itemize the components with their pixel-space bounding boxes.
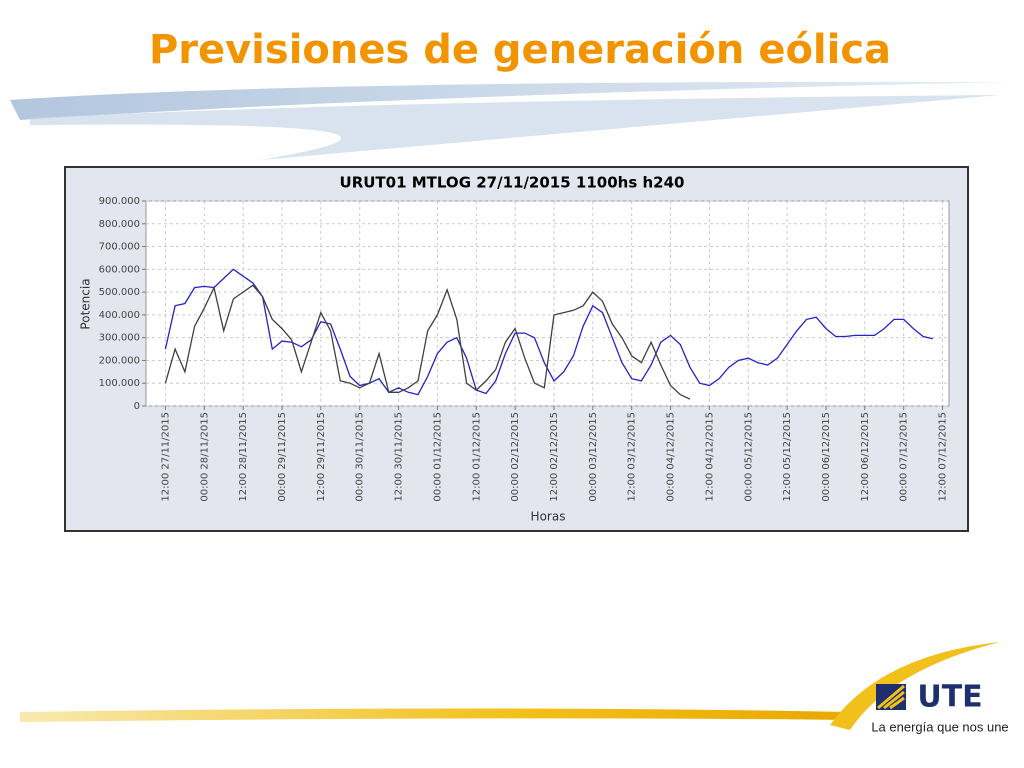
logo-brand: UTE — [917, 680, 982, 715]
x-tick-label: 00:00 04/12/2015 — [666, 412, 677, 502]
x-axis-label: Horas — [531, 510, 566, 524]
x-tick-label: 12:00 07/12/2015 — [938, 412, 949, 502]
x-tick-label: 12:00 02/12/2015 — [549, 412, 560, 502]
y-tick-label: 500.000 — [99, 287, 140, 298]
x-tick-label: 00:00 29/11/2015 — [277, 412, 288, 502]
x-tick-label: 12:00 27/11/2015 — [160, 412, 171, 502]
x-tick-label: 12:00 28/11/2015 — [238, 412, 249, 502]
x-tick-label: 00:00 28/11/2015 — [199, 412, 210, 502]
x-tick-label: 12:00 29/11/2015 — [316, 412, 327, 502]
x-tick-label: 00:00 05/12/2015 — [743, 412, 754, 502]
y-tick-label: 900.000 — [99, 196, 140, 207]
y-tick-label: 200.000 — [99, 355, 140, 366]
plot-area — [145, 200, 950, 407]
chart-marks: 0 100.000 200.000 300.000 400.000 500.000 600.… — [99, 196, 949, 502]
series-line — [164, 284, 691, 400]
x-tick-label: 12:00 05/12/2015 — [782, 412, 793, 502]
y-tick-label: 800.000 — [99, 219, 140, 230]
series-line — [164, 268, 933, 396]
y-axis-label: Potencia — [79, 278, 93, 329]
y-tick-label: 300.000 — [99, 333, 140, 344]
y-tick-label: 700.000 — [99, 242, 140, 253]
x-tick-label: 00:00 01/12/2015 — [432, 412, 443, 502]
x-tick-label: 12:00 03/12/2015 — [627, 412, 638, 502]
x-tick-label: 12:00 04/12/2015 — [704, 412, 715, 502]
x-tick-label: 12:00 01/12/2015 — [471, 412, 482, 502]
logo-tagline: La energía que nos une — [871, 719, 1008, 734]
y-tick-label: 100.000 — [99, 378, 140, 389]
x-tick-label: 00:00 07/12/2015 — [899, 412, 910, 502]
y-tick-label: 600.000 — [99, 264, 140, 275]
y-tick-label: 0 — [134, 401, 140, 412]
slide-title: Previsiones de generación eólica — [149, 27, 891, 73]
logo: UTE La energía que nos une — [871, 680, 1008, 735]
x-tick-label: 12:00 30/11/2015 — [394, 412, 405, 502]
x-tick-label: 00:00 06/12/2015 — [821, 412, 832, 502]
decoration — [10, 81, 1010, 730]
x-tick-label: 12:00 06/12/2015 — [860, 412, 871, 502]
chart-title: URUT01 MTLOG 27/11/2015 1100hs h240 — [340, 174, 685, 192]
x-tick-label: 00:00 03/12/2015 — [588, 412, 599, 502]
x-tick-label: 00:00 02/12/2015 — [510, 412, 521, 502]
y-tick-label: 400.000 — [99, 310, 140, 321]
x-tick-label: 00:00 30/11/2015 — [355, 412, 366, 502]
